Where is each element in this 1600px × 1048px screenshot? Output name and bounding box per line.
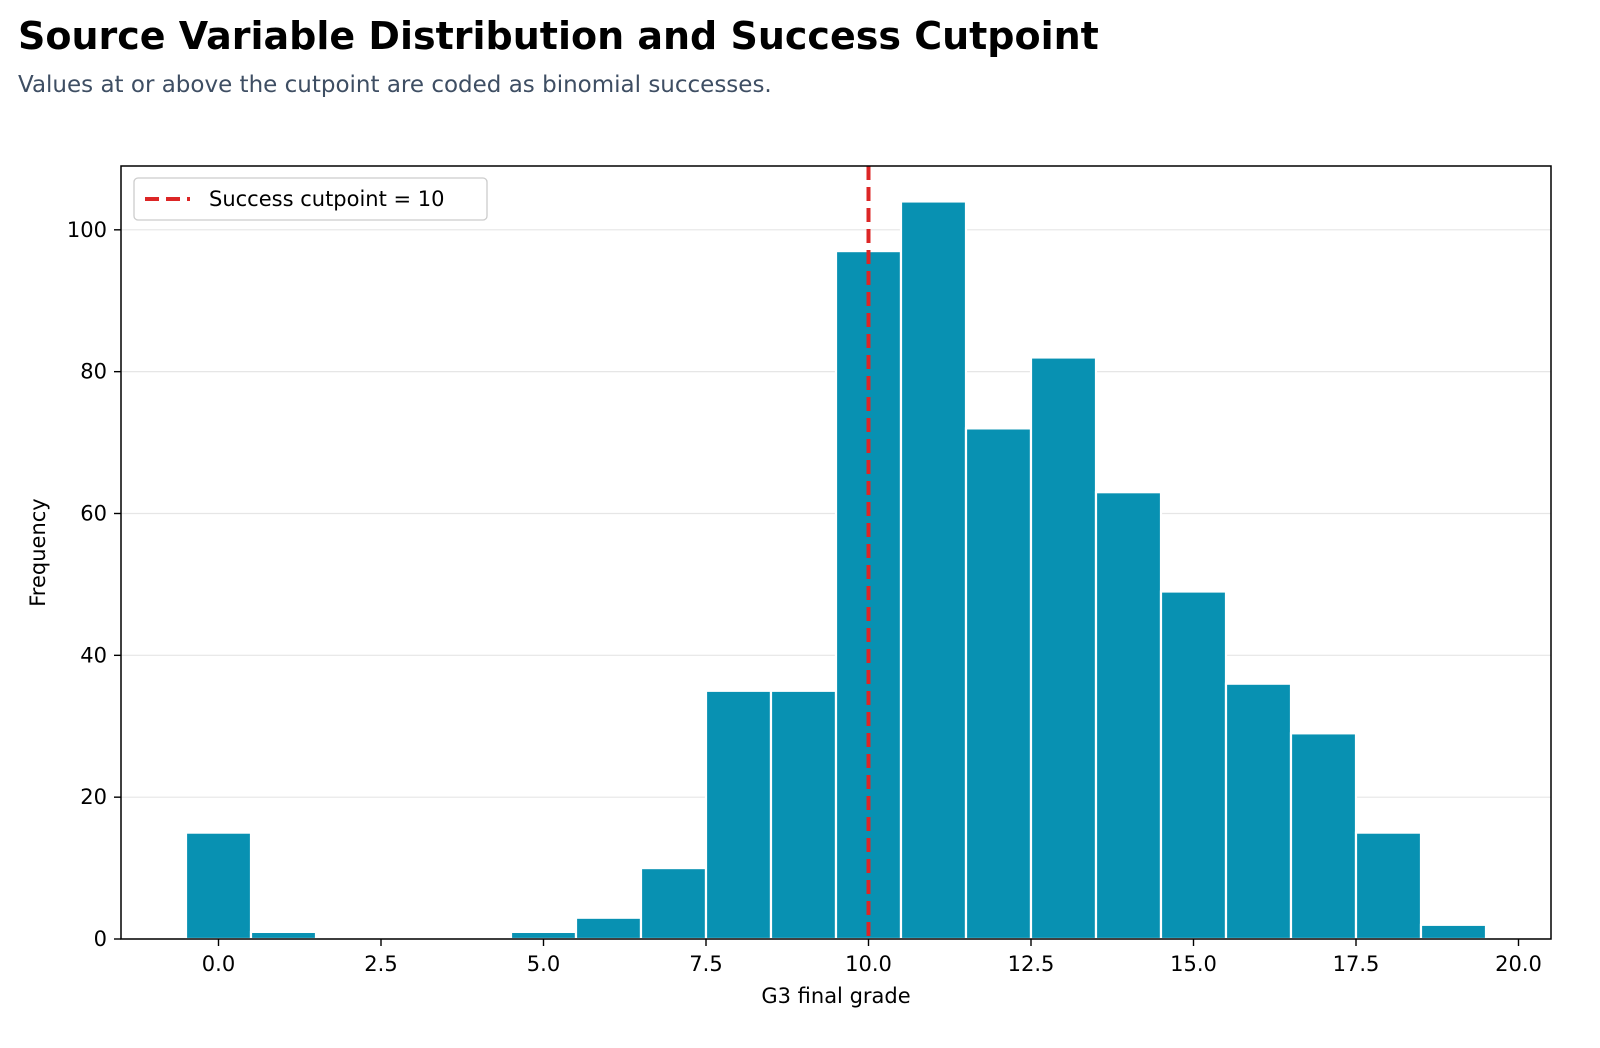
histogram-bar: [249, 930, 318, 941]
x-tick-label: 15.0: [1170, 952, 1217, 976]
histogram-bar: [704, 689, 773, 941]
x-tick-label: 2.5: [364, 952, 397, 976]
y-tick-label: 60: [80, 501, 107, 525]
histogram-bar: [1419, 923, 1488, 941]
histogram-bar: [184, 831, 253, 941]
y-tick-label: 0: [94, 927, 107, 951]
histogram-bar: [639, 866, 708, 941]
histogram-bar: [574, 916, 643, 941]
histogram-bar: [1354, 831, 1423, 941]
chart-subtitle: Values at or above the cutpoint are code…: [18, 72, 772, 98]
x-tick-label: 5.0: [527, 952, 560, 976]
y-tick-label: 20: [80, 785, 107, 809]
histogram-bar: [1094, 491, 1163, 941]
x-axis: 0.0 2.5 5.0 7.5 10.0 12.5 15.0 17.5 20.0: [202, 939, 1542, 976]
legend: Success cutpoint = 10: [133, 177, 488, 221]
histogram-bar: [769, 689, 838, 941]
histogram-bar: [899, 200, 968, 941]
x-tick-label: 7.5: [689, 952, 722, 976]
x-tick-label: 17.5: [1333, 952, 1380, 976]
x-axis-label: G3 final grade: [761, 984, 910, 1008]
histogram-bar: [1289, 732, 1358, 941]
chart-title: Source Variable Distribution and Success…: [18, 14, 1099, 58]
histogram-bar: [1029, 356, 1098, 941]
y-axis-label: Frequency: [26, 498, 50, 607]
y-tick-label: 40: [80, 643, 107, 667]
legend-box: [133, 177, 488, 221]
histogram-bar: [1159, 590, 1228, 941]
histogram-bar: [509, 930, 578, 941]
x-tick-label: 10.0: [845, 952, 892, 976]
x-tick-label: 0.0: [202, 952, 235, 976]
histogram-bar: [964, 427, 1033, 941]
histogram-bars: [184, 200, 1488, 941]
x-tick-label: 12.5: [1008, 952, 1055, 976]
x-tick-label: 20.0: [1495, 952, 1542, 976]
y-axis: 0 20 40 60 80 100: [67, 218, 121, 951]
plot-frame: [120, 165, 1552, 940]
histogram-bar: [1224, 682, 1293, 941]
y-tick-label: 80: [80, 360, 107, 384]
y-tick-label: 100: [67, 218, 107, 242]
legend-label-cutpoint: Success cutpoint = 10: [209, 187, 445, 211]
